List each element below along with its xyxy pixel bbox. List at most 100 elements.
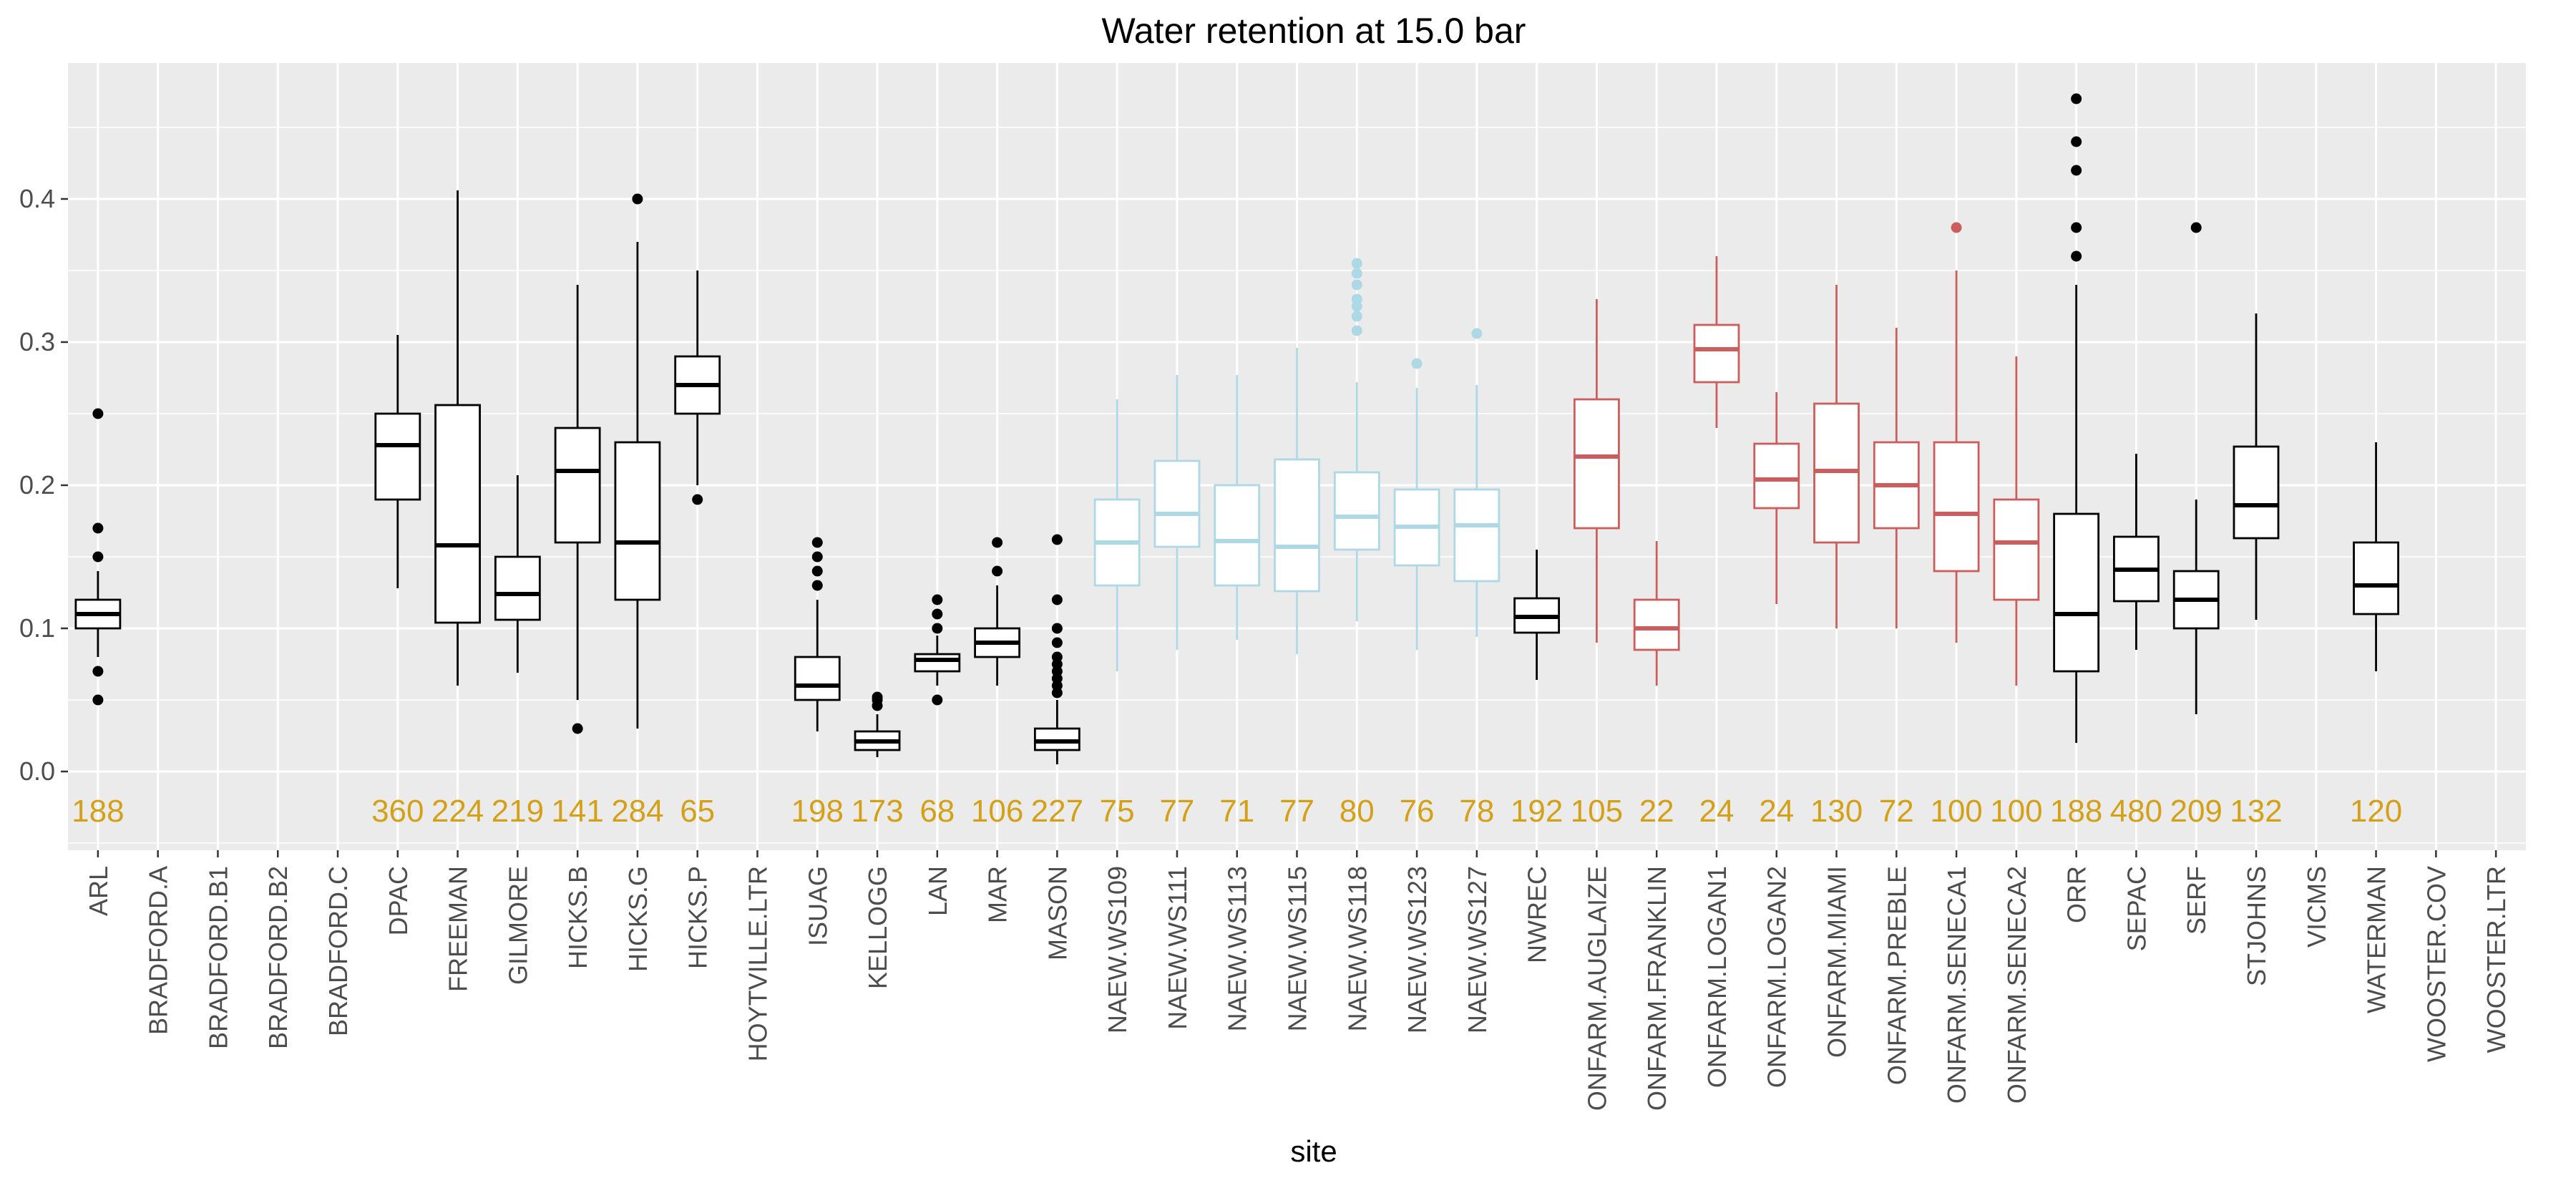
outlier-point (2071, 165, 2082, 176)
count-label: 22 (1639, 794, 1674, 829)
outlier-point (811, 551, 823, 563)
x-tick-label: MASON (1043, 866, 1072, 960)
count-label: 106 (971, 794, 1023, 829)
x-tick-label: KELLOGG (863, 866, 892, 989)
x-tick-label: SEPAC (2122, 866, 2151, 951)
x-tick-label: NAEW.WS127 (1463, 866, 1492, 1033)
box-mason (1033, 534, 1080, 764)
x-tick-label: LAN (923, 866, 952, 916)
outlier-point (1351, 311, 1362, 322)
box-mar (974, 537, 1020, 686)
outlier-point (92, 522, 104, 534)
x-tick-label: NAEW.WS118 (1342, 866, 1372, 1031)
count-label: 71 (1219, 794, 1254, 829)
y-tick-label: 0.2 (19, 470, 55, 500)
count-label: 188 (72, 794, 124, 829)
count-label: 192 (1511, 794, 1563, 829)
count-label: 120 (2350, 794, 2402, 829)
count-label: 284 (611, 794, 663, 829)
box-iqr (1453, 488, 1501, 583)
count-label: 24 (1699, 794, 1734, 829)
outlier-point (572, 723, 583, 734)
x-tick-label: ONFARM.LOGAN1 (1702, 866, 1732, 1088)
box-onfarm-franklin (1633, 541, 1680, 686)
box-waterman (2353, 442, 2399, 671)
box-sepac (2113, 454, 2160, 650)
count-label: 100 (1990, 794, 2042, 829)
count-label: 65 (680, 794, 715, 829)
y-axis: 0.0 0.1 0.2 0.3 0.4 (19, 184, 68, 786)
box-kellogg (854, 691, 901, 757)
box-naew-ws123 (1393, 358, 1440, 650)
x-tick-label: ONFARM.PREBLE (1882, 866, 1911, 1085)
x-tick-label: WATERMAN (2362, 866, 2391, 1013)
box-iqr (2233, 445, 2280, 540)
x-tick-label: NAEW.WS109 (1103, 866, 1132, 1033)
y-tick-label: 0.3 (19, 327, 55, 356)
box-onfarm-preble (1873, 328, 1920, 628)
x-tick-label: HICKS.B (563, 866, 592, 969)
box-onfarm-auglaize (1574, 299, 1620, 643)
box-iqr (1333, 471, 1380, 551)
outlier-point (1351, 279, 1362, 291)
outlier-point (2071, 93, 2082, 104)
count-label: 480 (2110, 794, 2162, 829)
box-isuag (794, 537, 841, 731)
outlier-point (1351, 325, 1362, 336)
outlier-point (1051, 651, 1063, 663)
count-label: 77 (1159, 794, 1194, 829)
box-iqr (1274, 458, 1320, 593)
x-tick-label: ARL (84, 866, 113, 916)
box-naew-ws109 (1093, 399, 1141, 671)
count-label: 132 (2230, 794, 2282, 829)
x-tick-label: STJOHNS (2242, 866, 2271, 986)
x-tick-label: ISUAG (803, 866, 832, 946)
x-tick-label: DPAC (384, 866, 413, 935)
x-tick-label: BRADFORD.A (144, 866, 173, 1035)
box-iqr (614, 441, 661, 601)
box-iqr (1214, 484, 1261, 587)
outlier-point (992, 537, 1003, 548)
box-onfarm-seneca2 (1993, 356, 2040, 686)
x-tick-label: ONFARM.MIAMI (1823, 866, 1852, 1058)
box-hicks-g (614, 193, 661, 729)
box-iqr (1153, 459, 1201, 548)
x-tick-label: FREEMAN (444, 866, 473, 992)
box-lan (914, 594, 961, 706)
outlier-point (1351, 293, 1362, 305)
x-axis-label: site (1290, 1134, 1337, 1168)
outlier-point (692, 494, 703, 505)
x-tick-label: ONFARM.AUGLAIZE (1582, 866, 1611, 1111)
x-tick-label: WOOSTER.COV (2421, 866, 2451, 1062)
box-iqr (1753, 442, 1800, 510)
outlier-point (1471, 328, 1483, 339)
box-naew-ws115 (1274, 348, 1320, 654)
outlier-point (92, 408, 104, 419)
y-tick-label: 0.1 (19, 613, 55, 643)
box-hicks-p (674, 271, 721, 505)
outlier-point (1951, 222, 1962, 233)
outlier-point (932, 623, 943, 634)
chart-title: Water retention at 15.0 bar (1102, 11, 1526, 51)
x-tick-label: HOYTVILLE.LTR (743, 866, 772, 1061)
box-iqr (1633, 598, 1680, 651)
outlier-point (1411, 358, 1423, 369)
box-gilmore (494, 475, 541, 673)
x-tick-label: ORR (2062, 866, 2092, 923)
count-label: 198 (791, 794, 844, 829)
box-onfarm-miami (1813, 285, 1860, 628)
count-label: 72 (1879, 794, 1914, 829)
count-label: 224 (431, 794, 484, 829)
outlier-point (632, 193, 643, 205)
x-tick-label: NAEW.WS115 (1283, 866, 1312, 1031)
box-serf (2172, 222, 2220, 714)
box-onfarm-logan1 (1693, 256, 1740, 428)
y-tick-label: 0.0 (19, 756, 55, 786)
outlier-point (811, 537, 823, 548)
outlier-point (1051, 637, 1063, 648)
outlier-point (92, 666, 104, 677)
count-label: 80 (1340, 794, 1375, 829)
box-iqr (1993, 498, 2040, 601)
outlier-point (992, 565, 1003, 577)
outlier-point (811, 565, 823, 577)
